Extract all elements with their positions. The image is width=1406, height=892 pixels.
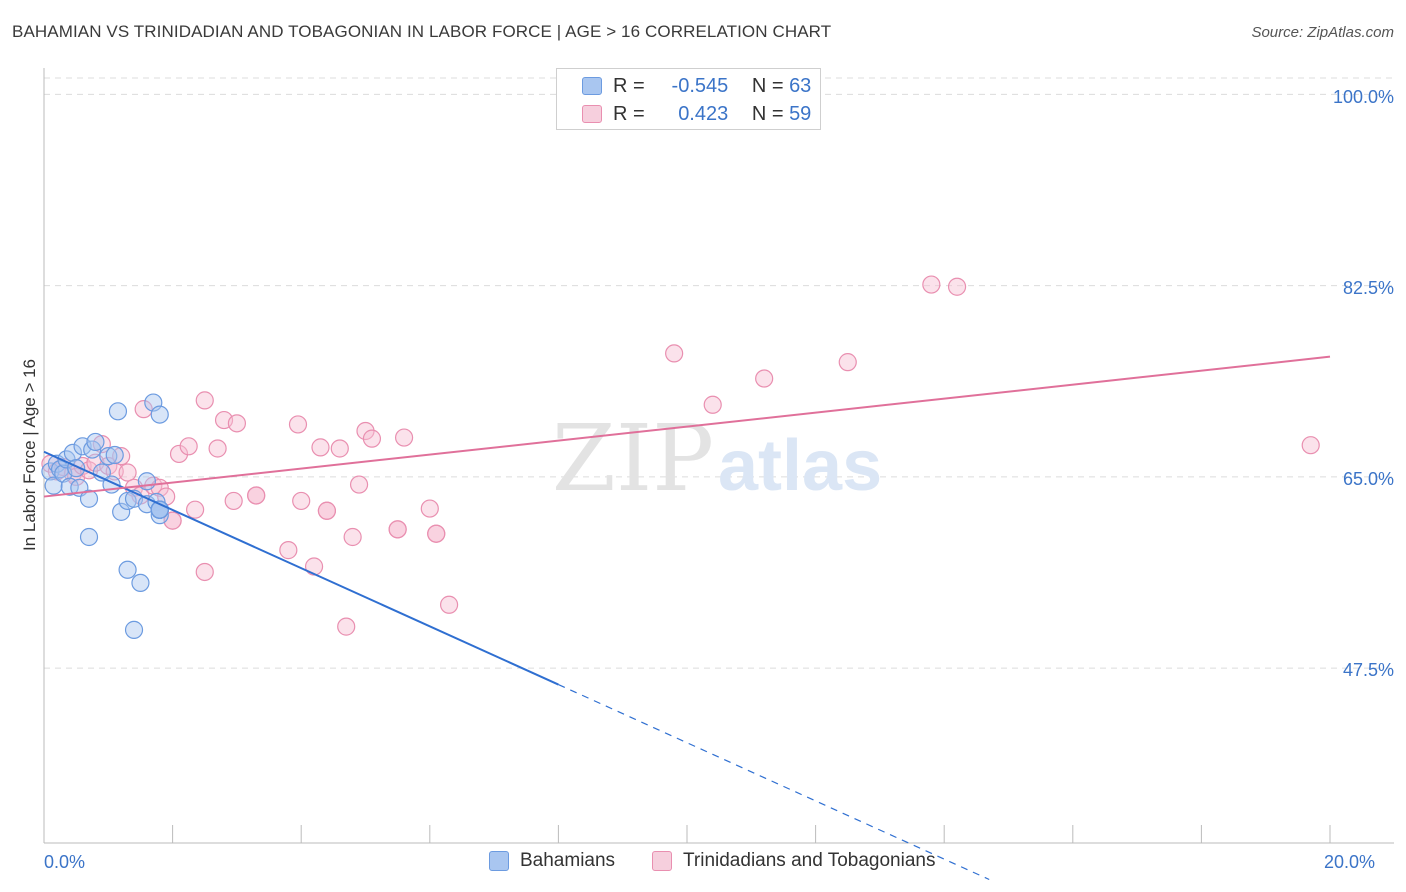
bahamian-point xyxy=(86,432,105,452)
bahamian-point xyxy=(124,620,144,639)
trinidadian-point xyxy=(311,438,330,457)
trinidadian-point xyxy=(388,520,407,539)
trinidadian-point xyxy=(922,275,941,294)
trinidadian-point xyxy=(292,491,311,511)
bahamian-point xyxy=(137,472,156,491)
trinidadian-point xyxy=(755,369,774,388)
bahamian-point xyxy=(105,445,124,465)
scatter-points xyxy=(41,275,1320,639)
trinidadian-point xyxy=(288,415,308,434)
trinidadian-point xyxy=(179,437,198,456)
x-tick-label-min: 0.0% xyxy=(44,852,86,872)
trinidadian-point xyxy=(703,395,722,414)
bahamian-point xyxy=(99,447,118,466)
trinidadian-point xyxy=(224,491,243,511)
trinidadian-point xyxy=(838,353,857,372)
legend-item-bahamians: Bahamians xyxy=(489,850,615,872)
trinidadian-point xyxy=(279,541,298,560)
legend-label: Bahamians xyxy=(520,850,616,871)
axes xyxy=(43,68,1394,844)
r-value: -0.545 xyxy=(671,74,729,97)
y-tick-label: 65.0% xyxy=(1342,469,1394,489)
trinidadian-point xyxy=(169,444,189,464)
r-label: R = xyxy=(613,102,645,125)
bahamian-trend-extension xyxy=(558,683,990,881)
n-value: 59 xyxy=(789,102,812,125)
trinidadian-point xyxy=(208,439,227,458)
trinidadian-point xyxy=(1301,436,1320,455)
n-label: N = xyxy=(751,74,784,97)
bahamian-point xyxy=(63,443,83,462)
x-tick-label-max: 20.0% xyxy=(1324,852,1376,872)
n-value: 63 xyxy=(789,74,812,97)
watermark: ZIP atlas xyxy=(552,405,882,512)
pink-swatch xyxy=(652,851,672,871)
grid-lines xyxy=(44,77,1394,669)
trinidadian-point xyxy=(317,501,337,520)
trinidadian-point xyxy=(330,439,349,458)
bahamian-trend-line xyxy=(43,450,559,686)
trinidadian-point xyxy=(665,344,684,363)
trinidadian-point xyxy=(118,463,137,482)
trinidadian-point xyxy=(439,595,459,614)
trinidadian-trend-line xyxy=(43,355,1331,498)
trinidadian-point xyxy=(112,447,131,466)
trinidadian-point xyxy=(247,486,266,505)
trinidadian-point xyxy=(304,557,324,576)
bahamian-point xyxy=(131,573,150,593)
trinidadian-point xyxy=(227,414,246,433)
bahamian-point xyxy=(150,506,169,525)
r-label: R = xyxy=(613,74,645,97)
legend-item-trinidadians: Trinidadians and Tobagonians xyxy=(652,850,935,872)
r-value: 0.423 xyxy=(678,102,729,125)
legend-label: Trinidadians and Tobagonians xyxy=(683,850,936,871)
trend-lines xyxy=(43,355,1331,881)
bahamian-point xyxy=(79,527,99,547)
y-axis-label: In Labor Force | Age > 16 xyxy=(20,358,39,552)
watermark-atlas: atlas xyxy=(718,426,882,506)
trinidadian-point xyxy=(947,277,967,296)
correlation-legend: R = -0.545 N = 63 R = 0.423 N = 59 xyxy=(556,68,821,130)
blue-swatch xyxy=(582,77,602,95)
bahamian-point xyxy=(79,489,99,508)
trinidadian-point xyxy=(195,562,214,582)
trinidadian-point xyxy=(349,475,369,494)
trinidadian-point xyxy=(343,527,362,547)
pink-swatch xyxy=(582,105,602,123)
trinidadian-point xyxy=(186,500,205,519)
source-label: Source: ZipAtlas.com xyxy=(1251,24,1394,41)
watermark-zip: ZIP xyxy=(552,405,714,512)
trinidadian-point xyxy=(362,429,382,448)
series-legend: Bahamians Trinidadians and Tobagonians xyxy=(0,850,1406,878)
y-tick-label: 47.5% xyxy=(1342,660,1394,680)
y-tick-label: 100.0% xyxy=(1332,87,1394,107)
trinidadian-point xyxy=(337,617,356,636)
trinidadian-point xyxy=(195,391,214,410)
legend-row-trinidadians: R = 0.423 N = 59 xyxy=(557,101,820,127)
y-tick-label: 82.5% xyxy=(1342,278,1394,298)
trinidadian-point xyxy=(134,400,153,419)
bahamian-point xyxy=(150,405,169,424)
n-label: N = xyxy=(751,102,784,125)
bahamian-point xyxy=(118,560,137,579)
chart-title: BAHAMIAN VS TRINIDADIAN AND TOBAGONIAN I… xyxy=(12,22,832,41)
trinidadian-point xyxy=(420,499,439,518)
trinidadian-point xyxy=(427,524,446,543)
blue-swatch xyxy=(489,851,509,871)
bahamian-point xyxy=(108,402,128,421)
trinidadian-point xyxy=(394,428,414,447)
bahamian-point xyxy=(112,502,131,521)
bahamian-point xyxy=(44,476,63,495)
legend-row-bahamians: R = -0.545 N = 63 xyxy=(557,73,820,99)
bahamian-point xyxy=(60,477,79,496)
